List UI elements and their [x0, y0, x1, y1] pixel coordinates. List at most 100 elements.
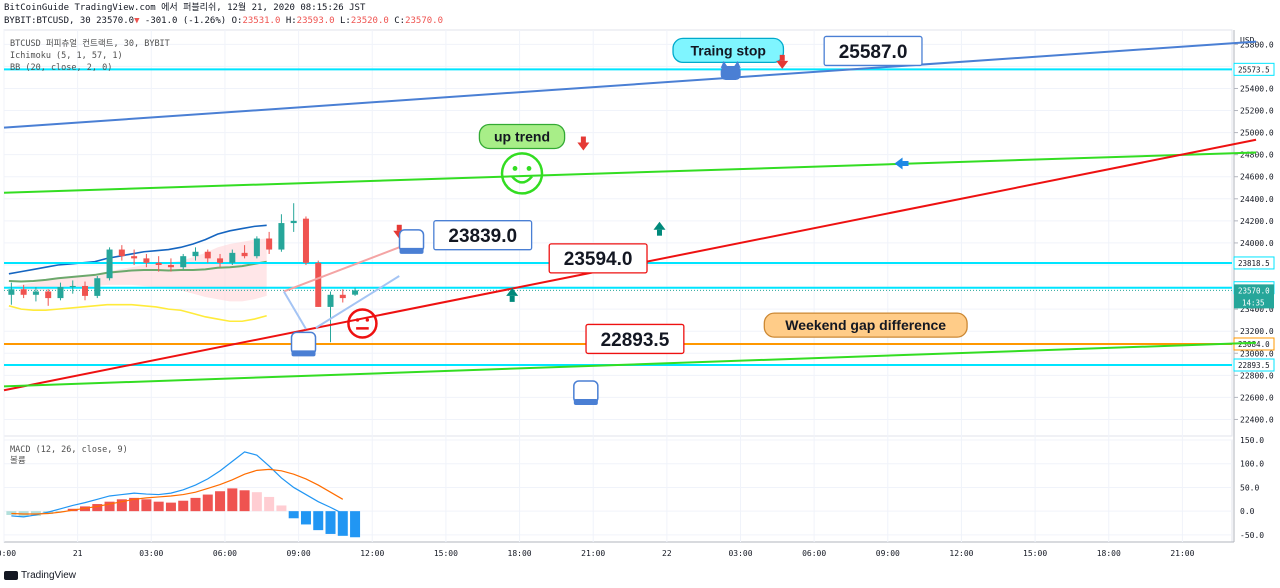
candle-body	[82, 285, 89, 296]
smiley-face-icon-eye	[526, 166, 532, 171]
callout-text: Traing stop	[690, 42, 765, 58]
high-value: 23593.0	[296, 16, 335, 26]
macd-histogram-bar	[313, 511, 324, 531]
x-tick-label: 06:00	[802, 549, 826, 558]
open-value: 23531.0	[242, 16, 281, 26]
callout-box	[672, 37, 785, 64]
macd-histogram-bar	[153, 501, 164, 512]
x-tick-label: 03:00	[139, 549, 163, 558]
callout-box	[478, 123, 566, 150]
callout-text: Weekend gap difference	[785, 317, 946, 333]
current-price-badge	[1234, 284, 1274, 309]
main-pane	[3, 29, 1233, 437]
x-tick-label: 21:00	[581, 549, 605, 558]
y-tick-label: 24000.0	[1240, 239, 1274, 248]
cat-icon	[720, 66, 741, 81]
ichimoku-base-line	[8, 260, 267, 283]
arrow-up-icon	[506, 287, 519, 296]
callout-box	[433, 220, 533, 251]
x-tick-label: 06:00	[213, 549, 237, 558]
level-price-label: 22893.5	[1238, 361, 1270, 370]
x-tick-label: 15:00	[1023, 549, 1047, 558]
y-tick-label: 22600.0	[1240, 393, 1274, 402]
callout-text: 25587.0	[839, 42, 908, 63]
candle-body	[192, 251, 199, 257]
ichimoku-legend[interactable]: Ichimoku (5, 1, 57, 1)	[10, 51, 123, 61]
tradingview-logo-icon	[4, 571, 18, 580]
open-label: O:	[231, 16, 243, 26]
arrow-down-icon	[577, 142, 590, 151]
macd-histogram-bar	[104, 501, 115, 512]
x-tick-label: 00:00	[0, 549, 16, 558]
candle-body	[45, 291, 52, 299]
tradingview-logo-text: TradingView	[21, 570, 77, 581]
macd-histogram-bar	[276, 505, 287, 512]
bb-upper-line	[8, 224, 267, 275]
callout-box	[823, 35, 923, 67]
macd-histogram-bar	[165, 502, 176, 512]
candle-body	[20, 289, 27, 295]
x-tick-label: 18:00	[1097, 549, 1121, 558]
candle-body	[327, 294, 334, 307]
y-tick-label: 24600.0	[1240, 173, 1274, 182]
y-tick-label: 25200.0	[1240, 107, 1274, 116]
macd-histogram-bar	[337, 511, 348, 536]
projection-arrow-up	[283, 246, 400, 293]
level-price-label: 25573.5	[1238, 65, 1270, 74]
smiley-face-icon	[500, 152, 544, 195]
x-tick-label: 09:00	[876, 549, 900, 558]
arrow-up-icon	[653, 221, 666, 230]
trendline	[3, 151, 1257, 194]
price-axis-unit: USD	[1240, 36, 1255, 45]
candle-body	[315, 262, 322, 307]
callout-box	[585, 323, 685, 355]
ohlc-bar: BYBIT:BTCUSD, 30 23570.0▼ -301.0 (-1.26%…	[4, 16, 443, 27]
macd-histogram-bar	[215, 491, 226, 512]
arrow-left-icon	[894, 157, 903, 170]
bar-countdown: 14:35	[1242, 298, 1265, 307]
macd-legend[interactable]: MACD (12, 26, close, 9)	[10, 445, 128, 455]
y-tick-label: 24800.0	[1240, 151, 1274, 160]
callout-box	[763, 312, 968, 338]
macd-y-tick-label: -50.0	[1240, 531, 1264, 540]
candle-body	[180, 256, 187, 268]
macd-histogram-bar	[325, 511, 336, 534]
candle-body	[290, 220, 297, 224]
projection-arrow-down	[283, 290, 307, 330]
arrow-left-icon-stem	[902, 160, 909, 166]
close-label: C:	[394, 16, 406, 26]
candle-body	[278, 223, 285, 250]
candle-body	[8, 289, 15, 295]
bollinger-legend[interactable]: BB (20, close, 2, 0)	[10, 63, 113, 73]
macd-histogram-bar	[116, 499, 127, 512]
macd-histogram-bar	[227, 488, 238, 512]
candle-body	[217, 258, 224, 263]
level-price-label: 23818.5	[1238, 259, 1270, 268]
cat-icon-ear	[720, 61, 728, 69]
candle-body	[204, 251, 211, 259]
price-change: -301.0 (-1.26%)	[144, 16, 227, 26]
macd-y-tick-label: 150.0	[1240, 436, 1264, 445]
arrow-down-icon-stem	[779, 54, 785, 61]
macd-histogram-bar	[141, 499, 152, 512]
level-price-tag	[1233, 256, 1275, 270]
x-tick-label: 12:00	[949, 549, 973, 558]
close-value: 23570.0	[405, 16, 443, 26]
y-tick-label: 24200.0	[1240, 217, 1274, 226]
macd-y-tick-label: 100.0	[1240, 460, 1264, 469]
level-price-tag	[1233, 62, 1275, 76]
callout-text: 22893.5	[601, 330, 670, 351]
macd-histogram-bar	[190, 497, 201, 512]
candle-body	[241, 252, 248, 257]
tradingview-logo[interactable]: TradingView	[4, 570, 76, 581]
x-tick-label: 21	[73, 549, 83, 558]
candle-body	[266, 238, 273, 250]
macd-histogram-bar	[129, 497, 140, 512]
x-tick-label: 03:00	[728, 549, 752, 558]
x-tick-label: 21:00	[1170, 549, 1194, 558]
callout-text: 23839.0	[448, 226, 517, 247]
y-tick-label: 25800.0	[1240, 40, 1274, 49]
low-value: 23520.0	[350, 16, 389, 26]
macd-histogram-bar	[264, 496, 275, 512]
